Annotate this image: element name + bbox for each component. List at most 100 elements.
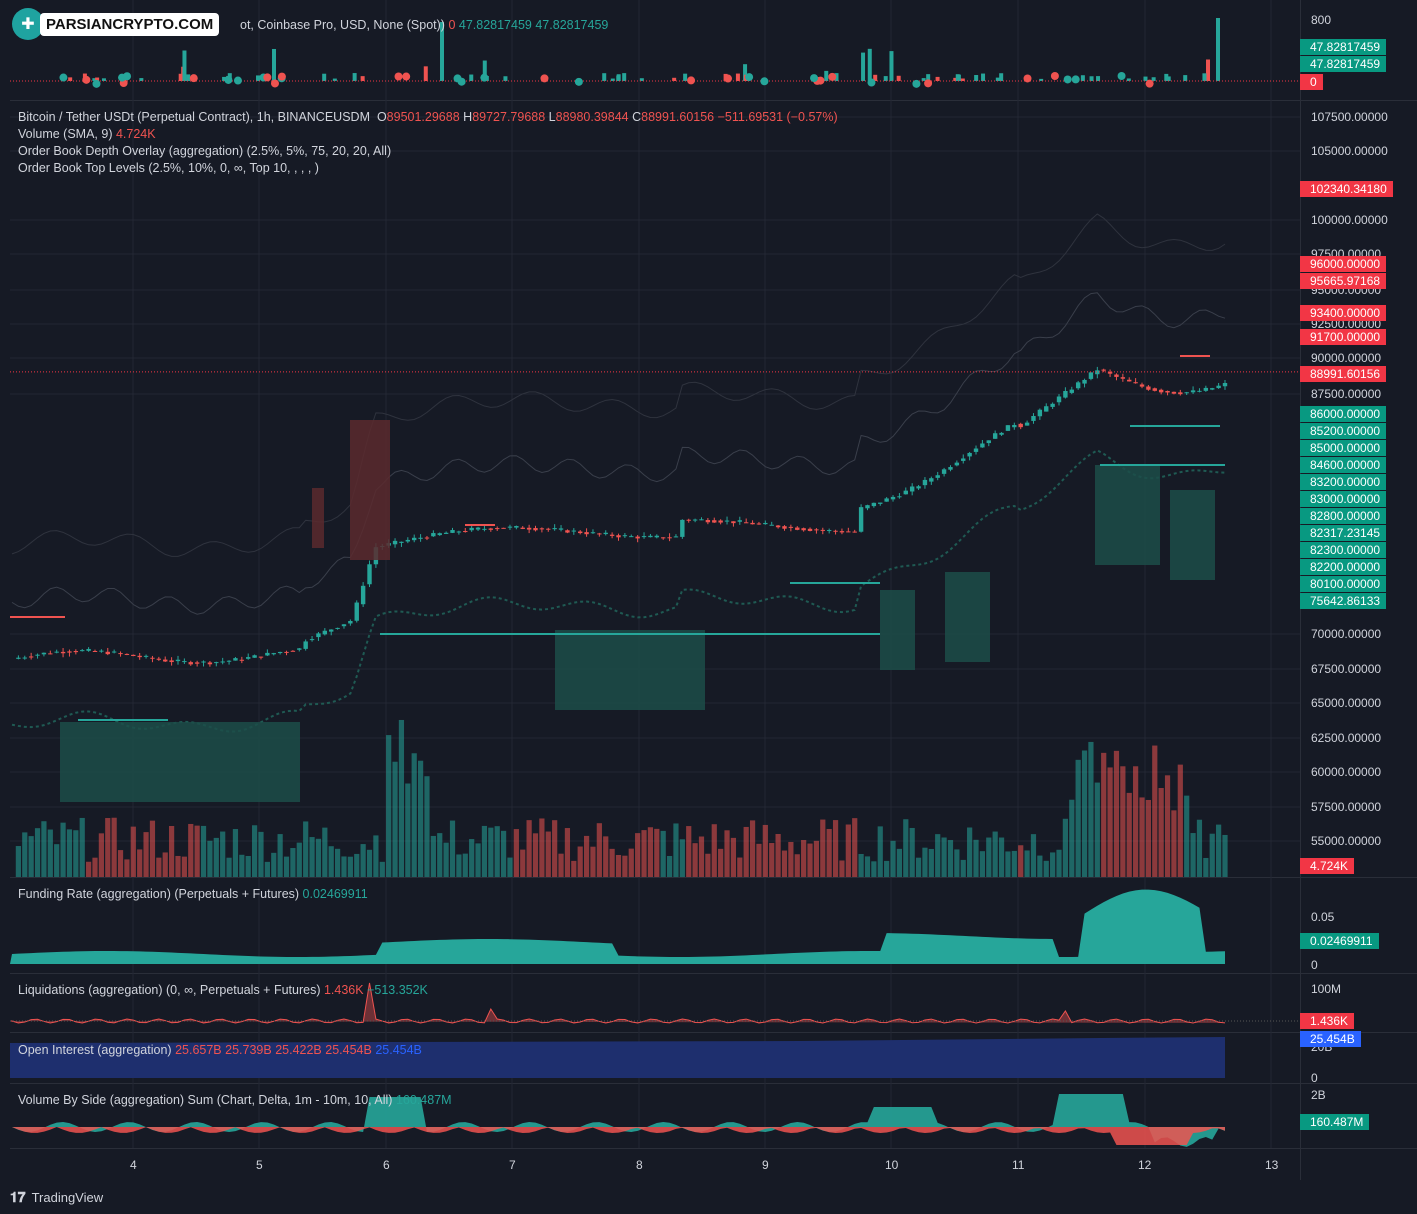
volume-bar: [360, 844, 366, 877]
candle-body: [341, 624, 347, 627]
volume-bar: [430, 835, 436, 877]
main-legend[interactable]: Bitcoin / Tether USDt (Perpetual Contrac…: [18, 110, 838, 124]
top-indicator-bar: [602, 73, 607, 81]
volume-bar: [354, 853, 360, 877]
volume-bar: [507, 857, 513, 877]
candle-body: [1095, 370, 1100, 375]
top-indicator-bar: [1166, 76, 1171, 81]
candle-body: [1203, 387, 1209, 391]
volume-bar: [1196, 819, 1203, 877]
top-indicator-bar: [92, 78, 97, 81]
volume-bar: [520, 849, 526, 877]
volume-bar: [1056, 849, 1062, 877]
candle-body: [1088, 372, 1094, 379]
volume-bar: [864, 856, 871, 877]
price-label: 82200.00000: [1300, 559, 1387, 575]
volume-bar: [564, 828, 571, 877]
top-indicator-bar: [352, 73, 357, 81]
volume-bar: [264, 861, 270, 877]
top-indicator-bar: [926, 74, 931, 81]
candle-body: [354, 602, 359, 621]
top-indicator-bar: [440, 22, 444, 81]
top-price-label: 0: [1300, 74, 1323, 90]
chart-canvas[interactable]: [0, 0, 1417, 1180]
volume-bar: [1043, 860, 1049, 877]
price-tick: 60000.00000: [1311, 765, 1382, 779]
volume-bar: [1005, 851, 1011, 877]
volume-bar: [832, 820, 839, 877]
volume-bar: [915, 857, 922, 877]
candle-body: [775, 525, 781, 528]
top-indicator-dot: [912, 79, 921, 88]
candle-body: [475, 527, 481, 530]
volume-bar: [513, 829, 519, 877]
volume-bar: [826, 828, 832, 877]
parsiancrypto-logo: ✚ PARSIANCRYPTO.COM: [12, 8, 220, 40]
top-price-label: 47.82817459: [1300, 56, 1387, 72]
top-indicator-bar: [1080, 75, 1085, 81]
top-indicator-bar: [953, 77, 958, 81]
candle-body: [954, 462, 960, 466]
candle-body: [201, 661, 206, 663]
volume-bar: [1050, 852, 1056, 877]
volume-bar: [1075, 759, 1081, 877]
open-interest-low: 25.422B: [275, 1043, 322, 1057]
price-tick: 90000.00000: [1311, 351, 1382, 365]
volume-bar: [756, 843, 762, 877]
order-book-top-levels-legend[interactable]: Order Book Top Levels (2.5%, 10%, 0, ∞, …: [18, 161, 319, 175]
top-indicator-bar: [68, 77, 73, 81]
price-tick: 100000.00000: [1311, 213, 1388, 227]
volume-bar: [405, 783, 411, 877]
candle-body: [163, 659, 168, 662]
candle-body: [801, 528, 806, 531]
candle-body: [1165, 390, 1170, 393]
volume-bar: [379, 861, 385, 877]
candle-body: [1146, 386, 1151, 390]
volume-bar: [207, 840, 213, 877]
volume-bar: [1145, 799, 1151, 877]
volume-bar: [181, 856, 187, 877]
candle-body: [1101, 369, 1106, 371]
open-interest-legend[interactable]: Open Interest (aggregation) 25.657B 25.7…: [18, 1043, 422, 1057]
volume-legend-value: 4.724K: [115, 127, 156, 141]
candle-body: [871, 502, 877, 507]
candle-body: [878, 502, 883, 504]
volume-bar: [947, 840, 954, 877]
candle-body: [1005, 425, 1011, 431]
top-indicator-bar: [683, 73, 688, 81]
top-indicator-legend[interactable]: ot, Coinbase Pro, USD, None (Spot)) 0 47…: [240, 18, 608, 32]
volume-bar: [462, 853, 468, 877]
volume-bar: [743, 826, 749, 877]
top-indicator-bar: [616, 74, 621, 81]
top-indicator-dot: [402, 72, 411, 81]
volume-bar: [494, 826, 500, 877]
candle-body: [1222, 382, 1228, 387]
volume-bar: [583, 835, 590, 877]
candle-body: [673, 536, 679, 538]
candle-body: [865, 505, 870, 509]
liquidations-legend[interactable]: Liquidations (aggregation) (0, ∞, Perpet…: [18, 983, 428, 997]
candle-body: [948, 467, 953, 470]
volume-bar: [967, 827, 973, 877]
order-book-depth-legend[interactable]: Order Book Depth Overlay (aggregation) (…: [18, 144, 392, 158]
funding-legend[interactable]: Funding Rate (aggregation) (Perpetuals +…: [18, 887, 368, 901]
volume-bar: [666, 855, 673, 877]
top-indicator-bar: [824, 70, 829, 81]
volume-by-side-legend[interactable]: Volume By Side (aggregation) Sum (Chart,…: [18, 1093, 452, 1107]
volume-bar: [60, 822, 66, 877]
volume-bar: [679, 839, 685, 877]
volume-bar: [1030, 834, 1037, 877]
price-label: 75642.86133: [1300, 593, 1387, 609]
volume-bar: [232, 829, 239, 877]
depth-band-outer: [11, 213, 1226, 557]
candle-body: [571, 530, 577, 532]
volume-bar: [1222, 834, 1228, 877]
candle-body: [788, 526, 794, 528]
top-indicator-bar: [1216, 18, 1220, 81]
top-indicator-bar: [735, 73, 740, 81]
volume-bar: [686, 826, 692, 877]
tradingview-branding[interactable]: 𝟏𝟕 TradingView: [10, 1189, 103, 1206]
volume-legend[interactable]: Volume (SMA, 9) 4.724K: [18, 127, 156, 141]
price-label: 95665.97168: [1300, 273, 1387, 289]
candle-body: [635, 536, 640, 539]
